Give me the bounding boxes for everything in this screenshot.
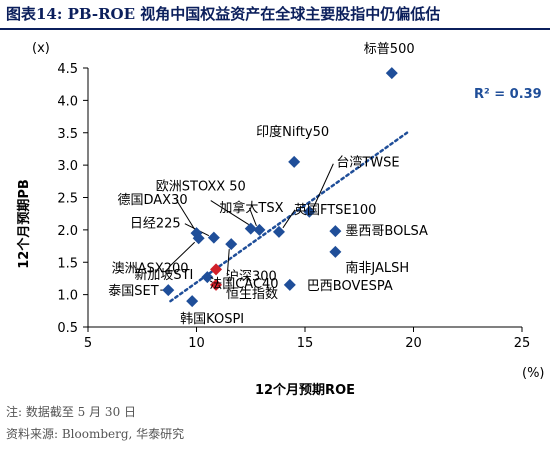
y-tick-label: 2.0 [57, 224, 78, 239]
y-tick-label: 2.5 [57, 192, 78, 207]
point-label: 台湾TWSE [336, 155, 399, 171]
data-point [162, 284, 175, 297]
label-leader-line [248, 207, 257, 227]
data-point [192, 232, 205, 245]
y-unit-label: (x) [32, 41, 50, 56]
point-label: 泰国SET [108, 284, 158, 299]
y-tick-label: 4.5 [57, 62, 78, 77]
point-label: 墨西哥BOLSA [345, 224, 428, 239]
data-point [288, 155, 301, 168]
point-label: 法国CAC40 [209, 277, 278, 292]
y-tick-label: 1.0 [57, 289, 78, 304]
x-tick-label: 20 [405, 336, 422, 351]
x-tick-label: 5 [84, 336, 92, 351]
label-leader-line [226, 249, 230, 277]
label-leader-line [210, 200, 250, 226]
x-tick-label: 15 [297, 336, 314, 351]
data-point [186, 295, 199, 308]
label-leader-line [168, 241, 196, 268]
label-leader-line [312, 163, 334, 208]
data-point [244, 222, 257, 235]
x-unit-label: (%) [522, 366, 545, 381]
data-point [201, 271, 214, 284]
point-label: 印度Nifty50 [256, 124, 329, 140]
y-tick-label: 4.0 [57, 94, 78, 109]
data-point [303, 205, 316, 218]
point-label: 韩国KOSPI [180, 312, 244, 327]
x-tick-label: 25 [514, 336, 531, 351]
data-point [329, 245, 342, 258]
data-point [207, 231, 220, 244]
r-squared-label: R² = 0.39 [474, 87, 542, 102]
scatter-chart: (x) (%) 12个月预期ROE 12个月预期PB R² = 0.39 5 10… [16, 41, 545, 398]
label-leader-line [282, 209, 296, 229]
y-tick-label: 3.0 [57, 159, 78, 174]
y-tick-label: 1.5 [57, 256, 78, 271]
data-point [385, 67, 398, 80]
point-label: 英国FTSE100 [294, 203, 376, 218]
footnote: 注: 数据截至 5 月 30 日 [6, 405, 137, 419]
label-leader-line [176, 199, 195, 230]
data-point [283, 278, 296, 291]
point-label: 欧洲STOXX 50 [156, 180, 246, 195]
y-tick-label: 0.5 [57, 321, 78, 336]
x-axis-title: 12个月预期ROE [255, 382, 355, 398]
x-tick-label: 10 [188, 336, 205, 351]
data-point [253, 223, 266, 236]
data-point [225, 238, 238, 251]
y-tick-label: 3.5 [57, 127, 78, 142]
y-axis-title: 12个月预期PB [16, 179, 32, 269]
point-label: 新加坡STI [134, 267, 193, 283]
title-divider [0, 28, 550, 30]
trend-line [169, 131, 409, 303]
data-point [272, 225, 285, 238]
data-point [210, 263, 223, 276]
point-label: 南非JALSH [345, 260, 409, 276]
point-label: 标普500 [364, 42, 415, 57]
point-label: 沪深300 [226, 268, 277, 284]
source-note: 资料来源: Bloomberg, 华泰研究 [6, 427, 185, 441]
point-label: 巴西BOVESPA [307, 279, 393, 294]
point-label: 日经225 [130, 217, 181, 232]
point-label: 加拿大TSX [219, 200, 283, 216]
axes: (x) (%) 12个月预期ROE 12个月预期PB R² = 0.39 [16, 41, 545, 398]
figure-title: 图表14: PB-ROE 视角中国权益资产在全球主要股指中仍偏低估 [6, 5, 441, 23]
point-label: 澳洲ASX200 [112, 260, 189, 276]
point-label: 德国DAX30 [118, 193, 188, 208]
data-point [329, 225, 342, 238]
point-label: 恒生指数 [226, 287, 278, 302]
data-point [210, 278, 223, 291]
